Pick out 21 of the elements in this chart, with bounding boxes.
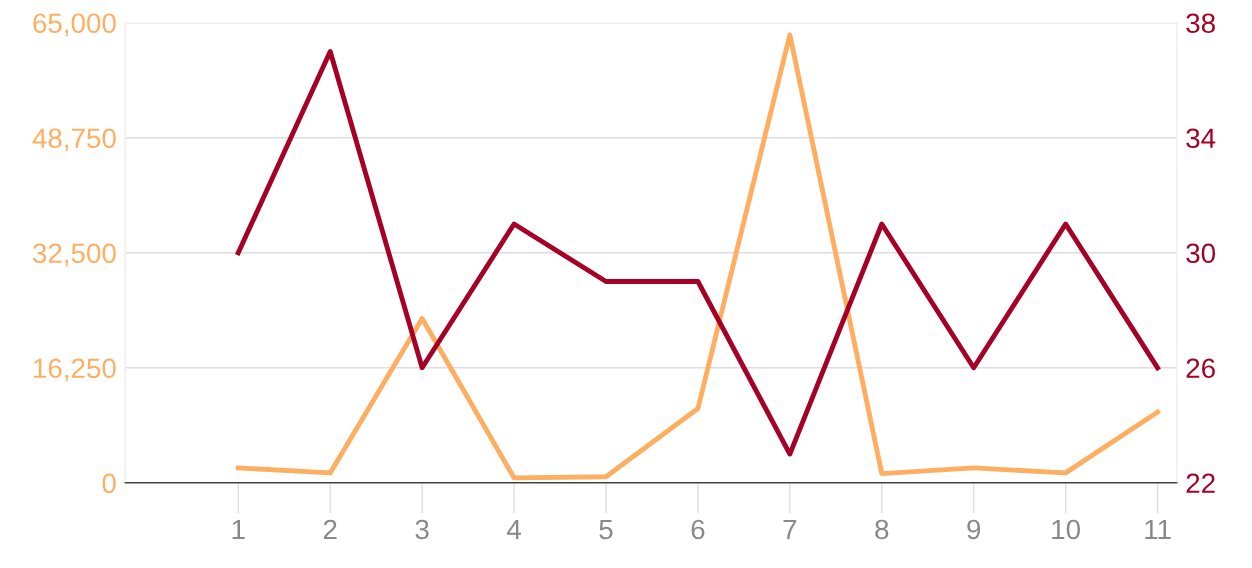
x-tick-label: 10 xyxy=(1052,519,1081,540)
y2-tick-label: 22 xyxy=(1186,473,1215,493)
x-tick-label: 5 xyxy=(599,519,613,540)
y2-tick-label: 34 xyxy=(1186,128,1216,149)
y-tick-label: 48,750 xyxy=(32,128,116,152)
y-tick-label: 32,500 xyxy=(32,243,116,267)
y-tick-label: 16,250 xyxy=(34,358,116,382)
x-tick-label: 11 xyxy=(1145,519,1171,540)
x-tick-label: 6 xyxy=(691,519,705,540)
x-tick-label: 7 xyxy=(783,519,797,540)
x-tick-label: 1 xyxy=(232,519,245,540)
y-tick-label: 65,000 xyxy=(33,13,116,37)
y2-tick-label: 30 xyxy=(1186,243,1216,264)
x-tick-label: 8 xyxy=(875,519,889,540)
y-tick-label: 0 xyxy=(102,473,116,494)
x-tick-label: 2 xyxy=(323,519,337,540)
y2-tick-label: 26 xyxy=(1186,358,1215,379)
x-tick-label: 4 xyxy=(506,519,521,540)
x-tick-label: 3 xyxy=(415,519,429,540)
x-tick-label: 9 xyxy=(967,519,981,540)
y2-tick-label: 38 xyxy=(1186,13,1215,34)
